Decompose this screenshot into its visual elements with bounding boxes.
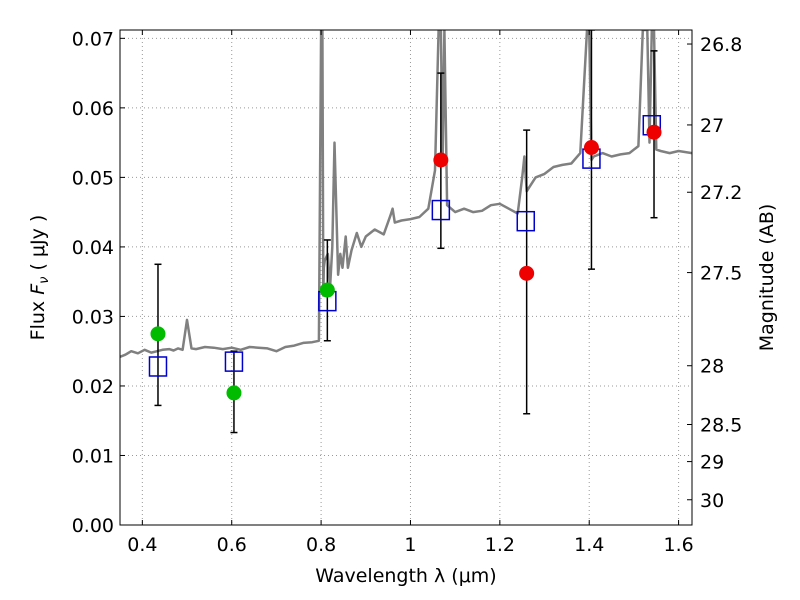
x-axis-label: Wavelength λ (μm) [315,565,496,587]
y-tick-label: 0.01 [72,445,114,467]
y-tick-label: 0.03 [72,306,114,328]
model-photometry-square [431,199,451,221]
y-tick-label: 0.04 [72,237,114,259]
y2-tick-label: 27.2 [700,182,742,204]
x-tick-label: 1.4 [574,534,604,556]
y-tick-label: 0.00 [72,515,114,537]
axes: 0.4 0.6 0.8 1 1.2 1.4 1.6 0.00 0.01 0.02 0.03 0.04 0… [72,28,743,556]
nir-observed-point [583,139,599,155]
optical-observed-point [150,326,166,342]
nir-observed-point [519,265,535,281]
optical-observed-point [226,385,242,401]
optical-observed-point [319,282,335,298]
plot-data [120,30,692,434]
x-tick-label: 1 [404,534,416,556]
y2-tick-label: 29 [700,452,724,474]
y2-axis-label: Magnitude (AB) [756,204,778,352]
model-photometry-square [224,351,244,372]
y2-tick-label: 27 [700,115,724,137]
x-tick-label: 0.6 [217,534,247,556]
y2-tick-label: 30 [700,490,724,512]
x-tick-label: 0.8 [306,534,336,556]
y-tick-label: 0.06 [72,98,114,120]
y-tick-label: 0.07 [72,28,114,50]
nir-observed-point [646,124,662,140]
model-photometry-square [148,356,168,377]
x-tick-label: 0.4 [127,534,157,556]
x-tick-label: 1.6 [663,534,693,556]
y2-tick-label: 27.5 [700,263,742,285]
model-photometry-square [516,210,536,232]
y2-tick-label: 28 [700,356,724,378]
plot-frame [119,29,693,526]
y2-tick-label: 26.8 [700,34,742,56]
y-axis-label: Flux Fν ( μJy ) [27,215,52,341]
x-tick-label: 1.2 [485,534,515,556]
y2-tick-label: 28.5 [700,415,742,437]
y-tick-label: 0.02 [72,376,114,398]
y-tick-label: 0.05 [72,167,114,189]
model-spectrum-line [120,30,692,358]
grid [120,30,692,526]
nir-observed-point [433,152,449,168]
